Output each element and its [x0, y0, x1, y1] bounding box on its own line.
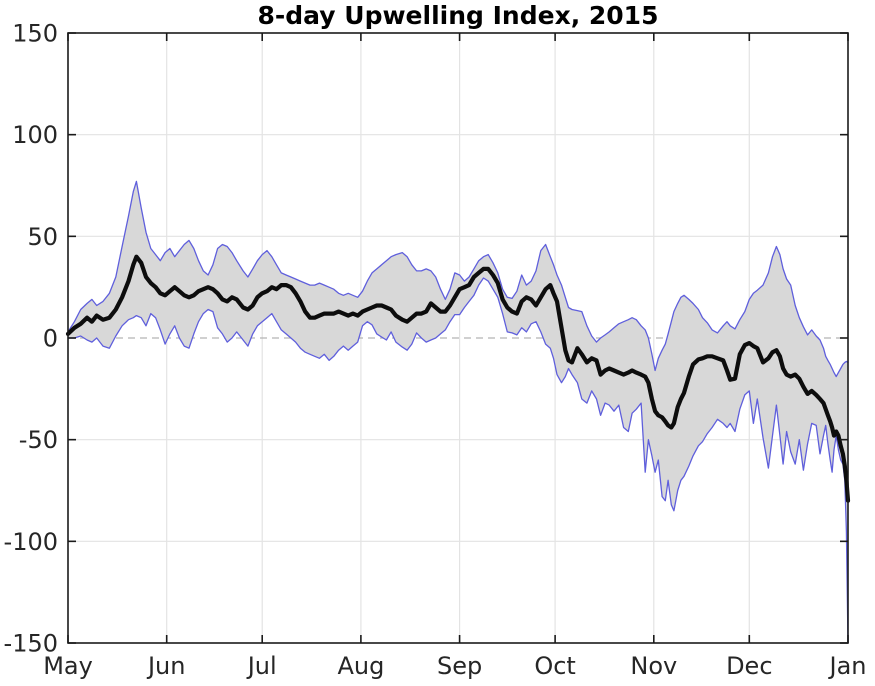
x-tick-label: Nov — [630, 652, 677, 680]
y-tick-label: 0 — [43, 325, 58, 353]
x-tick-label: Aug — [337, 652, 384, 680]
x-tick-label: Jun — [146, 652, 186, 680]
x-tick-label: Jul — [246, 652, 277, 680]
mean-line — [65, 254, 851, 503]
uncertainty-band — [68, 181, 848, 643]
x-tick-label: Oct — [534, 652, 576, 680]
envelope-lower-line — [67, 277, 849, 644]
y-tick-label: -150 — [4, 630, 58, 658]
y-tick-label: 100 — [12, 121, 58, 149]
chart-title: 8-day Upwelling Index, 2015 — [257, 1, 659, 30]
y-tick-label: -50 — [19, 426, 58, 454]
y-tick-label: 50 — [27, 223, 58, 251]
x-tick-label: May — [43, 652, 93, 680]
envelope-upper-line — [67, 180, 849, 378]
x-tick-label: Dec — [726, 652, 772, 680]
x-tick-label: Jan — [828, 652, 867, 680]
y-tick-label: 150 — [12, 20, 58, 48]
x-tick-label: Sep — [437, 652, 482, 680]
y-tick-label: -100 — [4, 528, 58, 556]
